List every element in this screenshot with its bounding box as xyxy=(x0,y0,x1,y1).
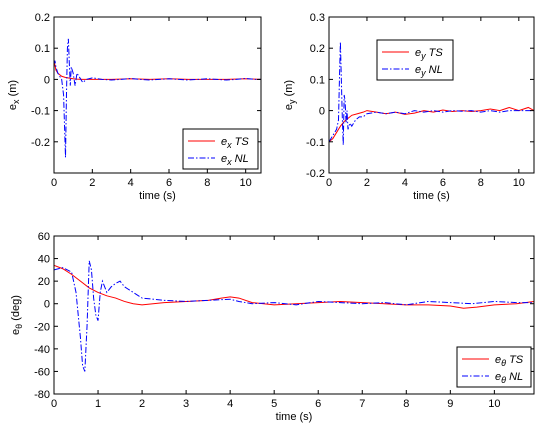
axes-frame xyxy=(328,16,535,174)
legend-label-suffix: NL xyxy=(506,371,523,383)
legend-label-base: e xyxy=(415,64,421,76)
y-tick-label: -60 xyxy=(34,366,50,378)
legend-label-sub: x xyxy=(226,157,232,167)
y-tick-label: 0.1 xyxy=(35,43,50,55)
x-axis-label: time (s) xyxy=(413,190,450,202)
x-tick-label: 9 xyxy=(447,398,453,410)
x-tick-label: 2 xyxy=(139,398,145,410)
legend-label-nl: ex NL xyxy=(221,153,249,167)
y-axis-label-base: e xyxy=(283,104,295,110)
y-tick-label: 0 xyxy=(44,299,50,311)
series-line-nl xyxy=(54,38,261,158)
x-tick-label: 8 xyxy=(204,177,210,189)
legend-label-base: e xyxy=(495,371,501,383)
x-tick-label: 5 xyxy=(271,398,277,410)
y-axis-label-unit: (m) xyxy=(283,80,295,100)
legend-label-sub: θ xyxy=(501,375,506,385)
y-tick-label: 40 xyxy=(38,254,50,266)
y-tick-label: -0.1 xyxy=(31,106,50,118)
x-axis-label: time (s) xyxy=(139,190,176,202)
legend-label-suffix: TS xyxy=(426,47,444,59)
chart-etheta: 0 1 2 3 4 5 6 7 8 9 10 -80 -60 -40 -20 0 20 40 60 time (s) e… xyxy=(10,231,535,423)
legend-box xyxy=(456,346,532,388)
x-tick-label: 6 xyxy=(440,177,446,189)
legend-label-base: e xyxy=(495,354,501,366)
y-tick-label: -80 xyxy=(34,389,50,401)
legend-label-ts: ey TS xyxy=(415,47,443,61)
axes-frame xyxy=(53,235,535,395)
x-tick-label: 0 xyxy=(326,177,332,189)
y-tick-label: 20 xyxy=(38,276,50,288)
series-line-ts xyxy=(54,264,534,309)
x-tick-label: 2 xyxy=(364,177,370,189)
x-tick-label: 4 xyxy=(402,177,408,189)
y-axis-label: ex (m) xyxy=(7,80,21,110)
y-axis-label-sub: x xyxy=(11,99,21,104)
x-tick-label: 10 xyxy=(240,177,252,189)
legend-label-sub: θ xyxy=(501,358,506,368)
x-tick-label: 8 xyxy=(478,177,484,189)
y-tick-label: 0.3 xyxy=(310,12,325,24)
y-axis-label-unit: (deg) xyxy=(10,295,22,324)
legend-label-base: e xyxy=(221,136,227,148)
x-tick-label: 4 xyxy=(128,177,134,189)
y-tick-label: 60 xyxy=(38,231,50,243)
y-tick-label: -40 xyxy=(34,344,50,356)
y-tick-label: 0.1 xyxy=(310,74,325,86)
legend-label-suffix: NL xyxy=(232,153,249,165)
x-tick-label: 10 xyxy=(488,398,500,410)
x-tick-label: 6 xyxy=(315,398,321,410)
legend-label-suffix: NL xyxy=(426,64,443,76)
y-tick-label: -20 xyxy=(34,321,50,333)
series-line-nl xyxy=(54,260,534,372)
y-tick-label: 0 xyxy=(44,74,50,86)
legend-box xyxy=(182,128,259,170)
y-tick-label: 0.2 xyxy=(35,12,50,24)
y-axis-label-sub: y xyxy=(287,99,297,104)
x-axis-label: time (s) xyxy=(276,411,313,423)
y-tick-label: -0.1 xyxy=(306,137,325,149)
x-tick-label: 6 xyxy=(166,177,172,189)
y-axis-label-base: e xyxy=(10,329,22,335)
y-axis-label-base: e xyxy=(7,104,19,110)
y-tick-label: 0.2 xyxy=(310,43,325,55)
x-tick-label: 0 xyxy=(51,177,57,189)
y-tick-label: -0.2 xyxy=(306,168,325,180)
legend-label-base: e xyxy=(415,47,421,59)
y-axis-label: eθ (deg) xyxy=(10,295,24,335)
x-tick-label: 1 xyxy=(95,398,101,410)
legend-label-base: e xyxy=(221,153,227,165)
y-tick-label: -0.2 xyxy=(31,137,50,149)
legend-label-ts: ex TS xyxy=(221,136,249,150)
legend-label-nl: eθ NL xyxy=(495,371,523,385)
y-axis-label-sub: θ xyxy=(14,324,24,329)
x-tick-label: 10 xyxy=(513,177,525,189)
y-tick-label: 0 xyxy=(319,106,325,118)
legend-label-nl: ey NL xyxy=(415,64,443,78)
x-tick-label: 7 xyxy=(359,398,365,410)
legend-label-sub: y xyxy=(420,51,426,61)
legend-label-sub: x xyxy=(226,140,232,150)
legend-label-suffix: TS xyxy=(232,136,250,148)
legend-label-sub: y xyxy=(420,68,426,78)
x-tick-label: 3 xyxy=(183,398,189,410)
x-tick-label: 4 xyxy=(227,398,233,410)
y-axis-label-unit: (m) xyxy=(7,80,19,100)
plot-area xyxy=(54,236,534,394)
x-tick-label: 2 xyxy=(89,177,95,189)
x-tick-label: 8 xyxy=(403,398,409,410)
legend-box xyxy=(376,39,454,81)
legend-label-ts: eθ TS xyxy=(495,354,524,368)
y-axis-label: ey (m) xyxy=(283,80,297,110)
x-tick-label: 0 xyxy=(51,398,57,410)
axes-frame xyxy=(53,16,262,174)
legend-label-suffix: TS xyxy=(506,354,524,366)
series-line-ts xyxy=(54,60,261,80)
